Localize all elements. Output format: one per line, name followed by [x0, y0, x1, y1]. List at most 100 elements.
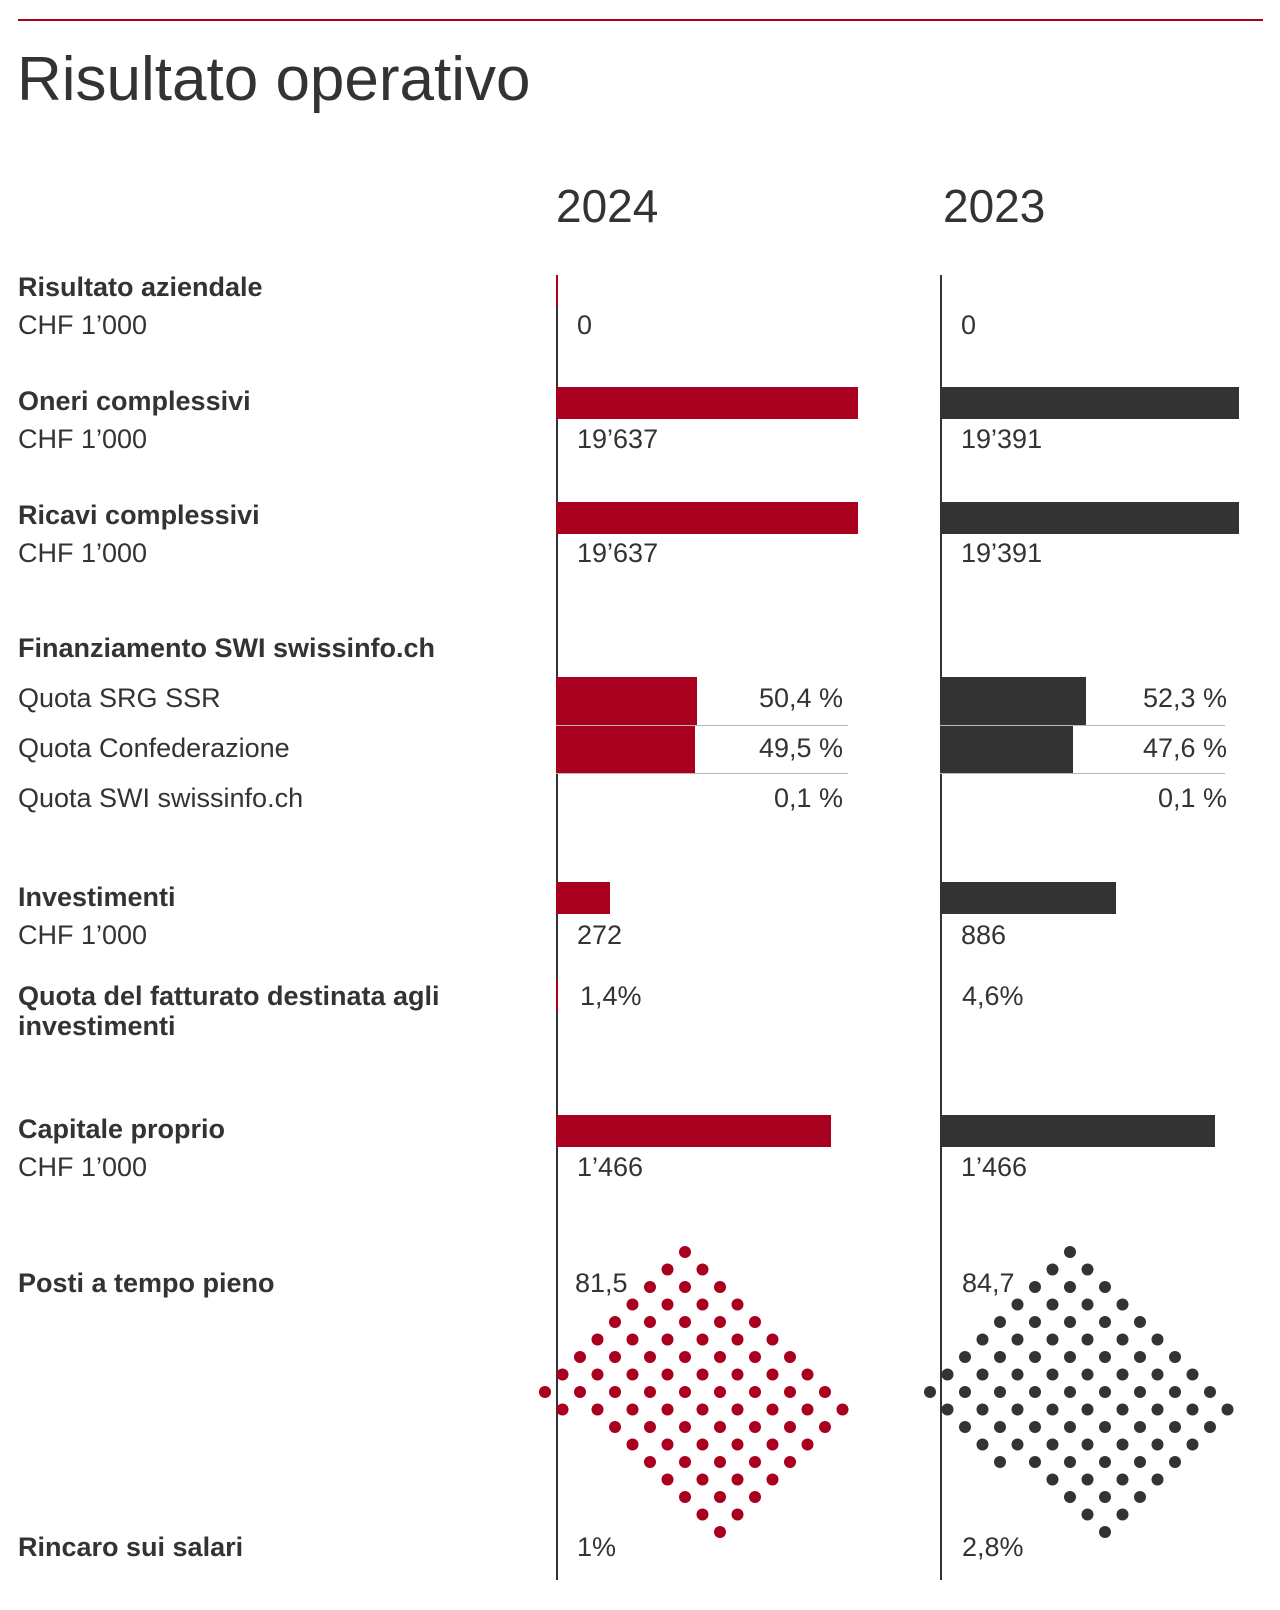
- fte-dot: [1081, 1333, 1094, 1346]
- fte-dot: [749, 1351, 761, 1363]
- top-rule: [18, 19, 1263, 21]
- fte-dot: [784, 1386, 796, 1398]
- bar-ricavi-2023: [940, 502, 1239, 534]
- fte-dot: [766, 1473, 779, 1486]
- fte-dot: [749, 1421, 761, 1433]
- fte-dot: [766, 1333, 779, 1346]
- label-ricavi: Ricavi complessivi: [18, 500, 260, 530]
- fte-dot: [1169, 1386, 1181, 1398]
- divider-fin-2024-b: [556, 773, 848, 774]
- fte-dot: [714, 1456, 726, 1468]
- value-posti-2024: 81,5: [575, 1268, 628, 1298]
- fte-dot: [749, 1491, 761, 1503]
- fte-dot: [1081, 1368, 1094, 1381]
- fte-dot: [609, 1386, 621, 1398]
- fte-dot: [1116, 1333, 1129, 1346]
- fte-dot: [1046, 1473, 1059, 1486]
- value-srg-2023: 52,3 %: [1142, 683, 1227, 713]
- fte-dot: [784, 1351, 796, 1363]
- fte-dot: [766, 1368, 779, 1381]
- fte-dot: [784, 1456, 796, 1468]
- segment-srg-2024: [556, 677, 697, 725]
- fte-dot: [714, 1281, 726, 1293]
- fte-dot: [1169, 1421, 1181, 1433]
- fte-dot: [644, 1421, 656, 1433]
- fte-dot: [924, 1386, 936, 1398]
- fte-dot: [731, 1403, 744, 1416]
- fte-dot: [1151, 1368, 1164, 1381]
- fte-dot: [626, 1333, 639, 1346]
- value-quota-fatturato-2023: 4,6%: [962, 981, 1024, 1011]
- fte-dot: [1116, 1298, 1129, 1311]
- fte-dot: [661, 1473, 674, 1486]
- fte-dot: [976, 1403, 989, 1416]
- axis-2024: [556, 275, 558, 1580]
- fte-dot: [1099, 1491, 1111, 1503]
- bar-investimenti-2023: [940, 882, 1116, 914]
- fte-dot: [1046, 1298, 1059, 1311]
- label-oneri: Oneri complessivi: [18, 386, 251, 416]
- value-srg-2024: 50,4 %: [758, 683, 843, 713]
- bar-capitale-2023: [940, 1115, 1215, 1147]
- fte-dot: [1029, 1351, 1041, 1363]
- value-capitale-2023: 1’466: [961, 1152, 1028, 1182]
- fte-dot: [1064, 1456, 1076, 1468]
- label-quota-fatturato: Quota del fatturato destinata agli inves…: [18, 981, 440, 1041]
- fte-dot: [1116, 1473, 1129, 1486]
- fte-dot: [1081, 1438, 1094, 1451]
- fte-dot: [1134, 1386, 1146, 1398]
- fte-dot: [1151, 1473, 1164, 1486]
- fte-dot: [731, 1298, 744, 1311]
- fte-dot: [1064, 1421, 1076, 1433]
- fte-dot: [731, 1368, 744, 1381]
- value-investimenti-2023: 886: [961, 920, 1007, 950]
- fte-dot: [696, 1403, 709, 1416]
- fte-dot: [714, 1351, 726, 1363]
- segment-srg-2023: [940, 677, 1086, 725]
- label-quota-srg: Quota SRG SSR: [18, 683, 221, 713]
- fte-dot: [661, 1403, 674, 1416]
- fte-dot: [591, 1333, 604, 1346]
- bar-oneri-2023: [940, 387, 1239, 419]
- value-posti-2023: 84,7: [962, 1268, 1015, 1298]
- fte-dot: [626, 1403, 639, 1416]
- fte-dot: [1134, 1316, 1146, 1328]
- segment-confederazione-2024: [556, 725, 695, 773]
- fte-dot: [714, 1526, 726, 1538]
- fte-dot: [994, 1456, 1006, 1468]
- fte-dot: [1134, 1351, 1146, 1363]
- unit-investimenti: CHF 1’000: [18, 920, 148, 950]
- value-risultato-2024: 0: [577, 310, 593, 340]
- fte-dot: [1186, 1403, 1199, 1416]
- fte-dot: [679, 1421, 691, 1433]
- fte-dot: [696, 1263, 709, 1276]
- fte-dot: [1099, 1456, 1111, 1468]
- fte-dot: [819, 1421, 831, 1433]
- fte-dot: [1204, 1421, 1216, 1433]
- fte-dot: [696, 1368, 709, 1381]
- fte-dot: [801, 1368, 814, 1381]
- fte-dot: [696, 1298, 709, 1311]
- fte-dot: [661, 1438, 674, 1451]
- fte-dot: [1011, 1298, 1024, 1311]
- fte-dot: [801, 1438, 814, 1451]
- fte-dot: [644, 1316, 656, 1328]
- fte-dot: [591, 1368, 604, 1381]
- fte-dot: [1116, 1508, 1129, 1521]
- fte-dot: [941, 1403, 954, 1416]
- fte-dot: [591, 1403, 604, 1416]
- fte-dot: [626, 1298, 639, 1311]
- fte-dot: [1029, 1421, 1041, 1433]
- label-quota-swi: Quota SWI swissinfo.ch: [18, 783, 304, 813]
- fte-dot: [574, 1351, 586, 1363]
- fte-dot: [609, 1316, 621, 1328]
- fte-dot: [1221, 1403, 1234, 1416]
- fte-dot: [661, 1298, 674, 1311]
- fte-dot: [749, 1456, 761, 1468]
- fte-dot: [1116, 1438, 1129, 1451]
- value-capitale-2024: 1’466: [577, 1152, 644, 1182]
- fte-dot: [1011, 1333, 1024, 1346]
- fte-dot: [1046, 1263, 1059, 1276]
- fte-dot: [819, 1386, 831, 1398]
- label-posti: Posti a tempo pieno: [18, 1268, 275, 1298]
